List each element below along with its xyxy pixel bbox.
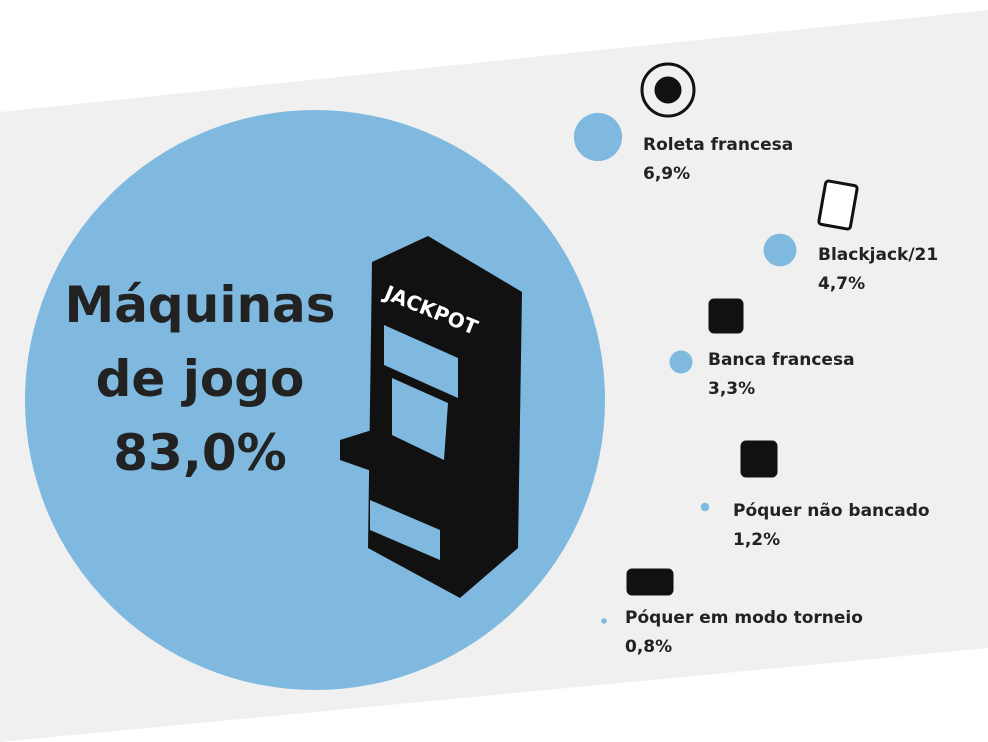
bubble <box>700 502 710 512</box>
value-label: 3,3% <box>708 379 755 399</box>
main-value-label: 83,0% <box>113 424 287 482</box>
slot-machine-icon: JACKPOT <box>340 236 522 598</box>
bubble <box>669 350 693 374</box>
value-label: 4,7% <box>818 274 865 294</box>
game-icons <box>626 62 859 596</box>
category-label: Blackjack/21 <box>818 245 938 265</box>
value-label: 6,9% <box>643 164 690 184</box>
main-label: Máquinas de jogo 83,0% <box>30 268 370 490</box>
main-category: Máquinas de jogo <box>64 276 336 408</box>
category-label: Banca francesa <box>708 350 855 370</box>
bubble <box>763 233 797 267</box>
bubble <box>573 112 623 162</box>
category-label: Póquer não bancado <box>733 501 930 521</box>
category-label: Póquer em modo torneio <box>625 608 863 628</box>
category-label: Roleta francesa <box>643 135 793 155</box>
value-label: 0,8% <box>625 637 672 657</box>
value-label: 1,2% <box>733 530 780 550</box>
bubble <box>601 618 607 624</box>
